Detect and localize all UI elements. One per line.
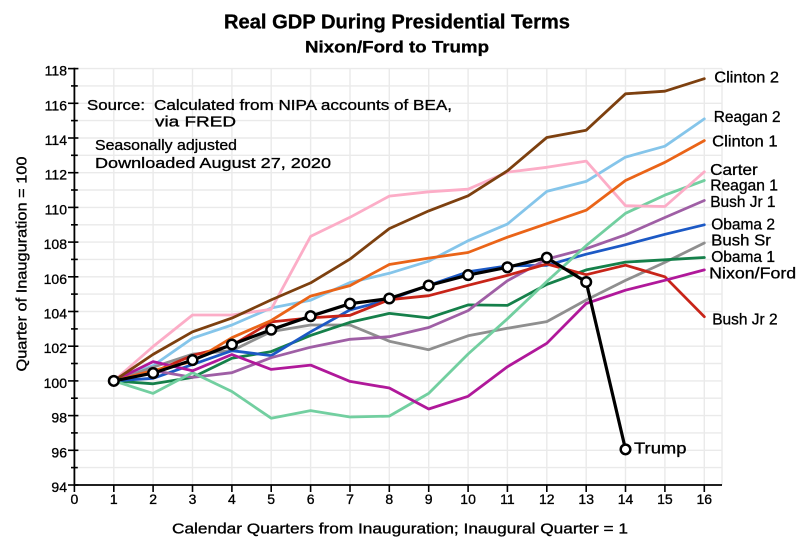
- svg-text:118: 118: [45, 63, 68, 79]
- svg-text:Source:: Source:: [87, 97, 145, 114]
- svg-text:6: 6: [307, 491, 315, 507]
- svg-text:1: 1: [110, 491, 118, 507]
- svg-text:7: 7: [346, 491, 354, 507]
- svg-text:Reagan 1: Reagan 1: [710, 178, 778, 195]
- svg-text:96: 96: [51, 444, 67, 460]
- svg-text:106: 106: [44, 271, 68, 287]
- svg-text:112: 112: [45, 167, 68, 183]
- svg-text:2: 2: [149, 491, 157, 507]
- svg-text:Downloaded August 27, 2020: Downloaded August 27, 2020: [95, 155, 331, 172]
- svg-text:Calculated from NIPA accounts: Calculated from NIPA accounts of BEA,: [154, 97, 452, 114]
- svg-text:Clinton 2: Clinton 2: [714, 69, 779, 86]
- svg-text:110: 110: [45, 201, 68, 217]
- svg-text:Reagan 2: Reagan 2: [714, 109, 781, 126]
- svg-text:16: 16: [697, 491, 713, 507]
- svg-text:Bush Jr 1: Bush Jr 1: [710, 194, 775, 211]
- svg-text:Real GDP During Presidential T: Real GDP During Presidential Terms: [224, 12, 570, 34]
- svg-text:Nixon/Ford to Trump: Nixon/Ford to Trump: [305, 38, 489, 57]
- svg-text:0: 0: [71, 491, 79, 507]
- svg-text:via FRED: via FRED: [155, 114, 236, 131]
- svg-text:Trump: Trump: [634, 441, 687, 458]
- svg-text:114: 114: [45, 132, 68, 148]
- svg-text:Nixon/Ford: Nixon/Ford: [709, 265, 796, 282]
- svg-text:11: 11: [500, 491, 515, 507]
- svg-text:5: 5: [267, 491, 275, 507]
- svg-text:3: 3: [189, 491, 197, 507]
- svg-text:102: 102: [44, 340, 68, 356]
- svg-text:Bush Sr: Bush Sr: [711, 233, 771, 250]
- svg-text:4: 4: [228, 491, 236, 507]
- svg-text:8: 8: [385, 491, 393, 507]
- svg-text:Seasonally adjusted: Seasonally adjusted: [95, 137, 237, 154]
- svg-text:Obama 1: Obama 1: [711, 249, 775, 266]
- svg-text:Quarter of Inauguration = 100: Quarter of Inauguration = 100: [14, 157, 31, 372]
- svg-text:94: 94: [51, 479, 67, 495]
- svg-text:Obama 2: Obama 2: [711, 216, 775, 233]
- svg-text:Bush Jr 2: Bush Jr 2: [712, 311, 777, 328]
- svg-text:104: 104: [44, 306, 68, 322]
- svg-text:100: 100: [44, 375, 68, 391]
- svg-text:10: 10: [460, 491, 476, 507]
- svg-text:98: 98: [51, 410, 67, 426]
- svg-text:15: 15: [657, 491, 673, 507]
- svg-text:116: 116: [45, 97, 68, 113]
- svg-text:13: 13: [578, 491, 594, 507]
- svg-text:Carter: Carter: [710, 162, 758, 179]
- svg-text:108: 108: [44, 236, 68, 252]
- svg-text:12: 12: [539, 491, 555, 507]
- svg-text:9: 9: [425, 491, 433, 507]
- svg-text:Clinton 1: Clinton 1: [712, 134, 777, 151]
- svg-text:Calendar Quarters from Inaugur: Calendar Quarters from Inauguration; Ina…: [172, 521, 628, 538]
- svg-text:14: 14: [618, 491, 634, 507]
